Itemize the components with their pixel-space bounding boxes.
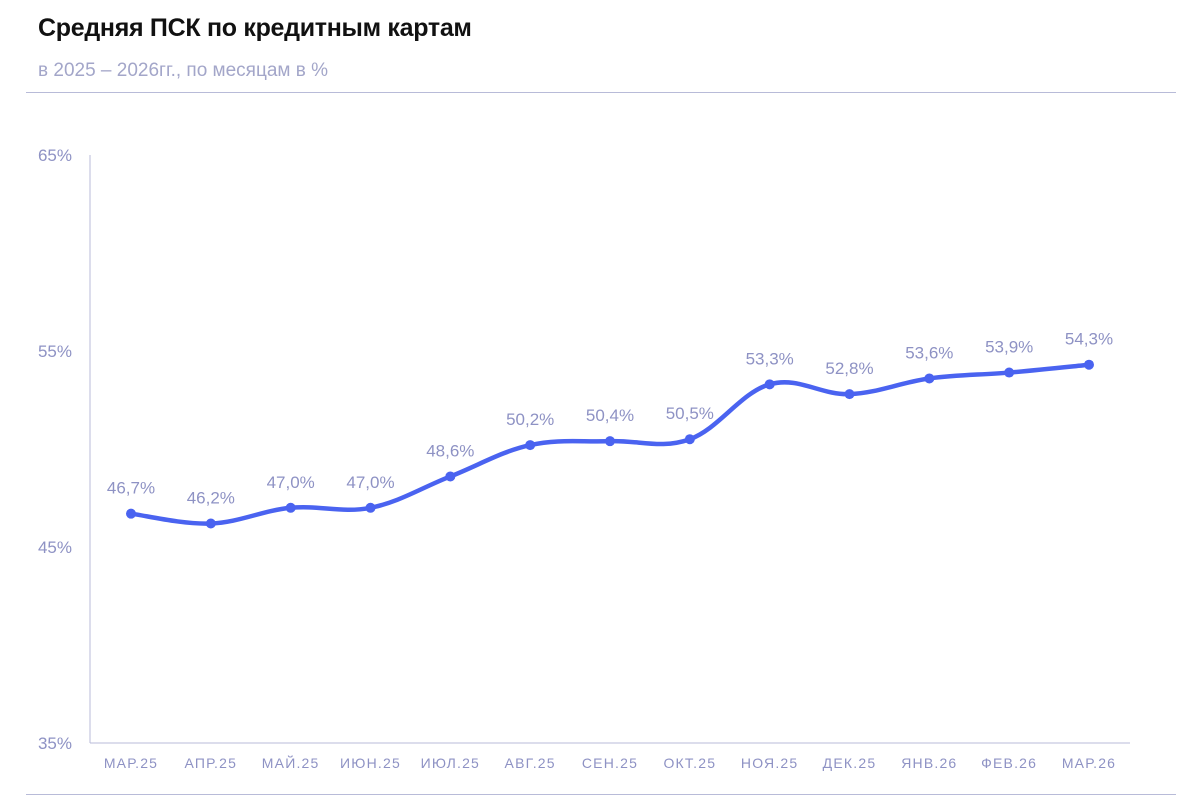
x-tick-label: МАЙ.25 [262, 754, 320, 771]
data-point [1084, 359, 1094, 370]
data-label: 53,6% [905, 343, 953, 362]
x-tick-label: ДЕК.25 [823, 755, 877, 771]
data-point [445, 471, 456, 482]
chart-title: Средняя ПСК по кредитным картам [38, 14, 472, 42]
x-tick-label: АПР.25 [185, 755, 238, 771]
y-tick-label: 45% [38, 538, 72, 557]
data-label: 46,7% [107, 479, 155, 498]
data-label: 53,9% [985, 338, 1033, 357]
data-label: 46,2% [187, 488, 235, 507]
data-point [205, 518, 216, 529]
y-tick-label: 55% [38, 342, 72, 361]
y-axis-ticks: 35% 45% 55% 65% [38, 146, 72, 753]
data-label: 48,6% [426, 441, 474, 460]
data-point [1004, 367, 1015, 378]
data-point [844, 389, 855, 400]
data-label: 53,3% [746, 349, 794, 368]
data-label: 54,3% [1065, 330, 1113, 349]
data-point [605, 436, 615, 447]
x-tick-label: МАР.25 [104, 755, 158, 771]
x-axis-ticks: МАР.25 АПР.25 МАЙ.25 ИЮН.25 ИЮЛ.25 АВГ.25 СЕН.… [104, 754, 1116, 771]
y-tick-label: 65% [38, 146, 72, 165]
data-point [126, 508, 136, 519]
x-tick-label: НОЯ.25 [741, 755, 798, 771]
data-labels: 46,7% 46,2% 47,0% 47,0% 48,6% 50,2% 50,4% 50,5%… [107, 330, 1113, 508]
x-tick-label: СЕН.25 [582, 755, 638, 771]
chart-subtitle: в 2025 – 2026гг., по месяцам в % [38, 60, 329, 81]
data-label: 50,5% [666, 404, 714, 423]
bottom-divider [26, 794, 1176, 795]
data-point [764, 379, 775, 390]
x-tick-label: МАР.26 [1062, 755, 1116, 771]
y-tick-label: 35% [38, 734, 72, 753]
data-point [924, 373, 935, 384]
data-label: 47,0% [346, 473, 394, 492]
data-label: 50,4% [586, 406, 634, 425]
data-label: 52,8% [825, 359, 873, 378]
data-point [365, 502, 376, 513]
x-tick-label: АВГ.25 [505, 755, 556, 771]
x-tick-label: ИЮЛ.25 [421, 755, 480, 771]
x-tick-label: ФЕВ.26 [981, 755, 1037, 771]
data-point [285, 502, 296, 513]
x-tick-label: ИЮН.25 [340, 755, 401, 771]
data-point [525, 440, 536, 451]
chart-axes [89, 155, 1130, 744]
x-tick-label: ОКТ.25 [663, 755, 716, 771]
data-label: 47,0% [267, 473, 315, 492]
data-point [684, 434, 695, 445]
top-divider [26, 92, 1176, 93]
x-tick-label: ЯНВ.26 [901, 755, 957, 771]
data-label: 50,2% [506, 410, 554, 429]
series-psk [126, 359, 1094, 529]
